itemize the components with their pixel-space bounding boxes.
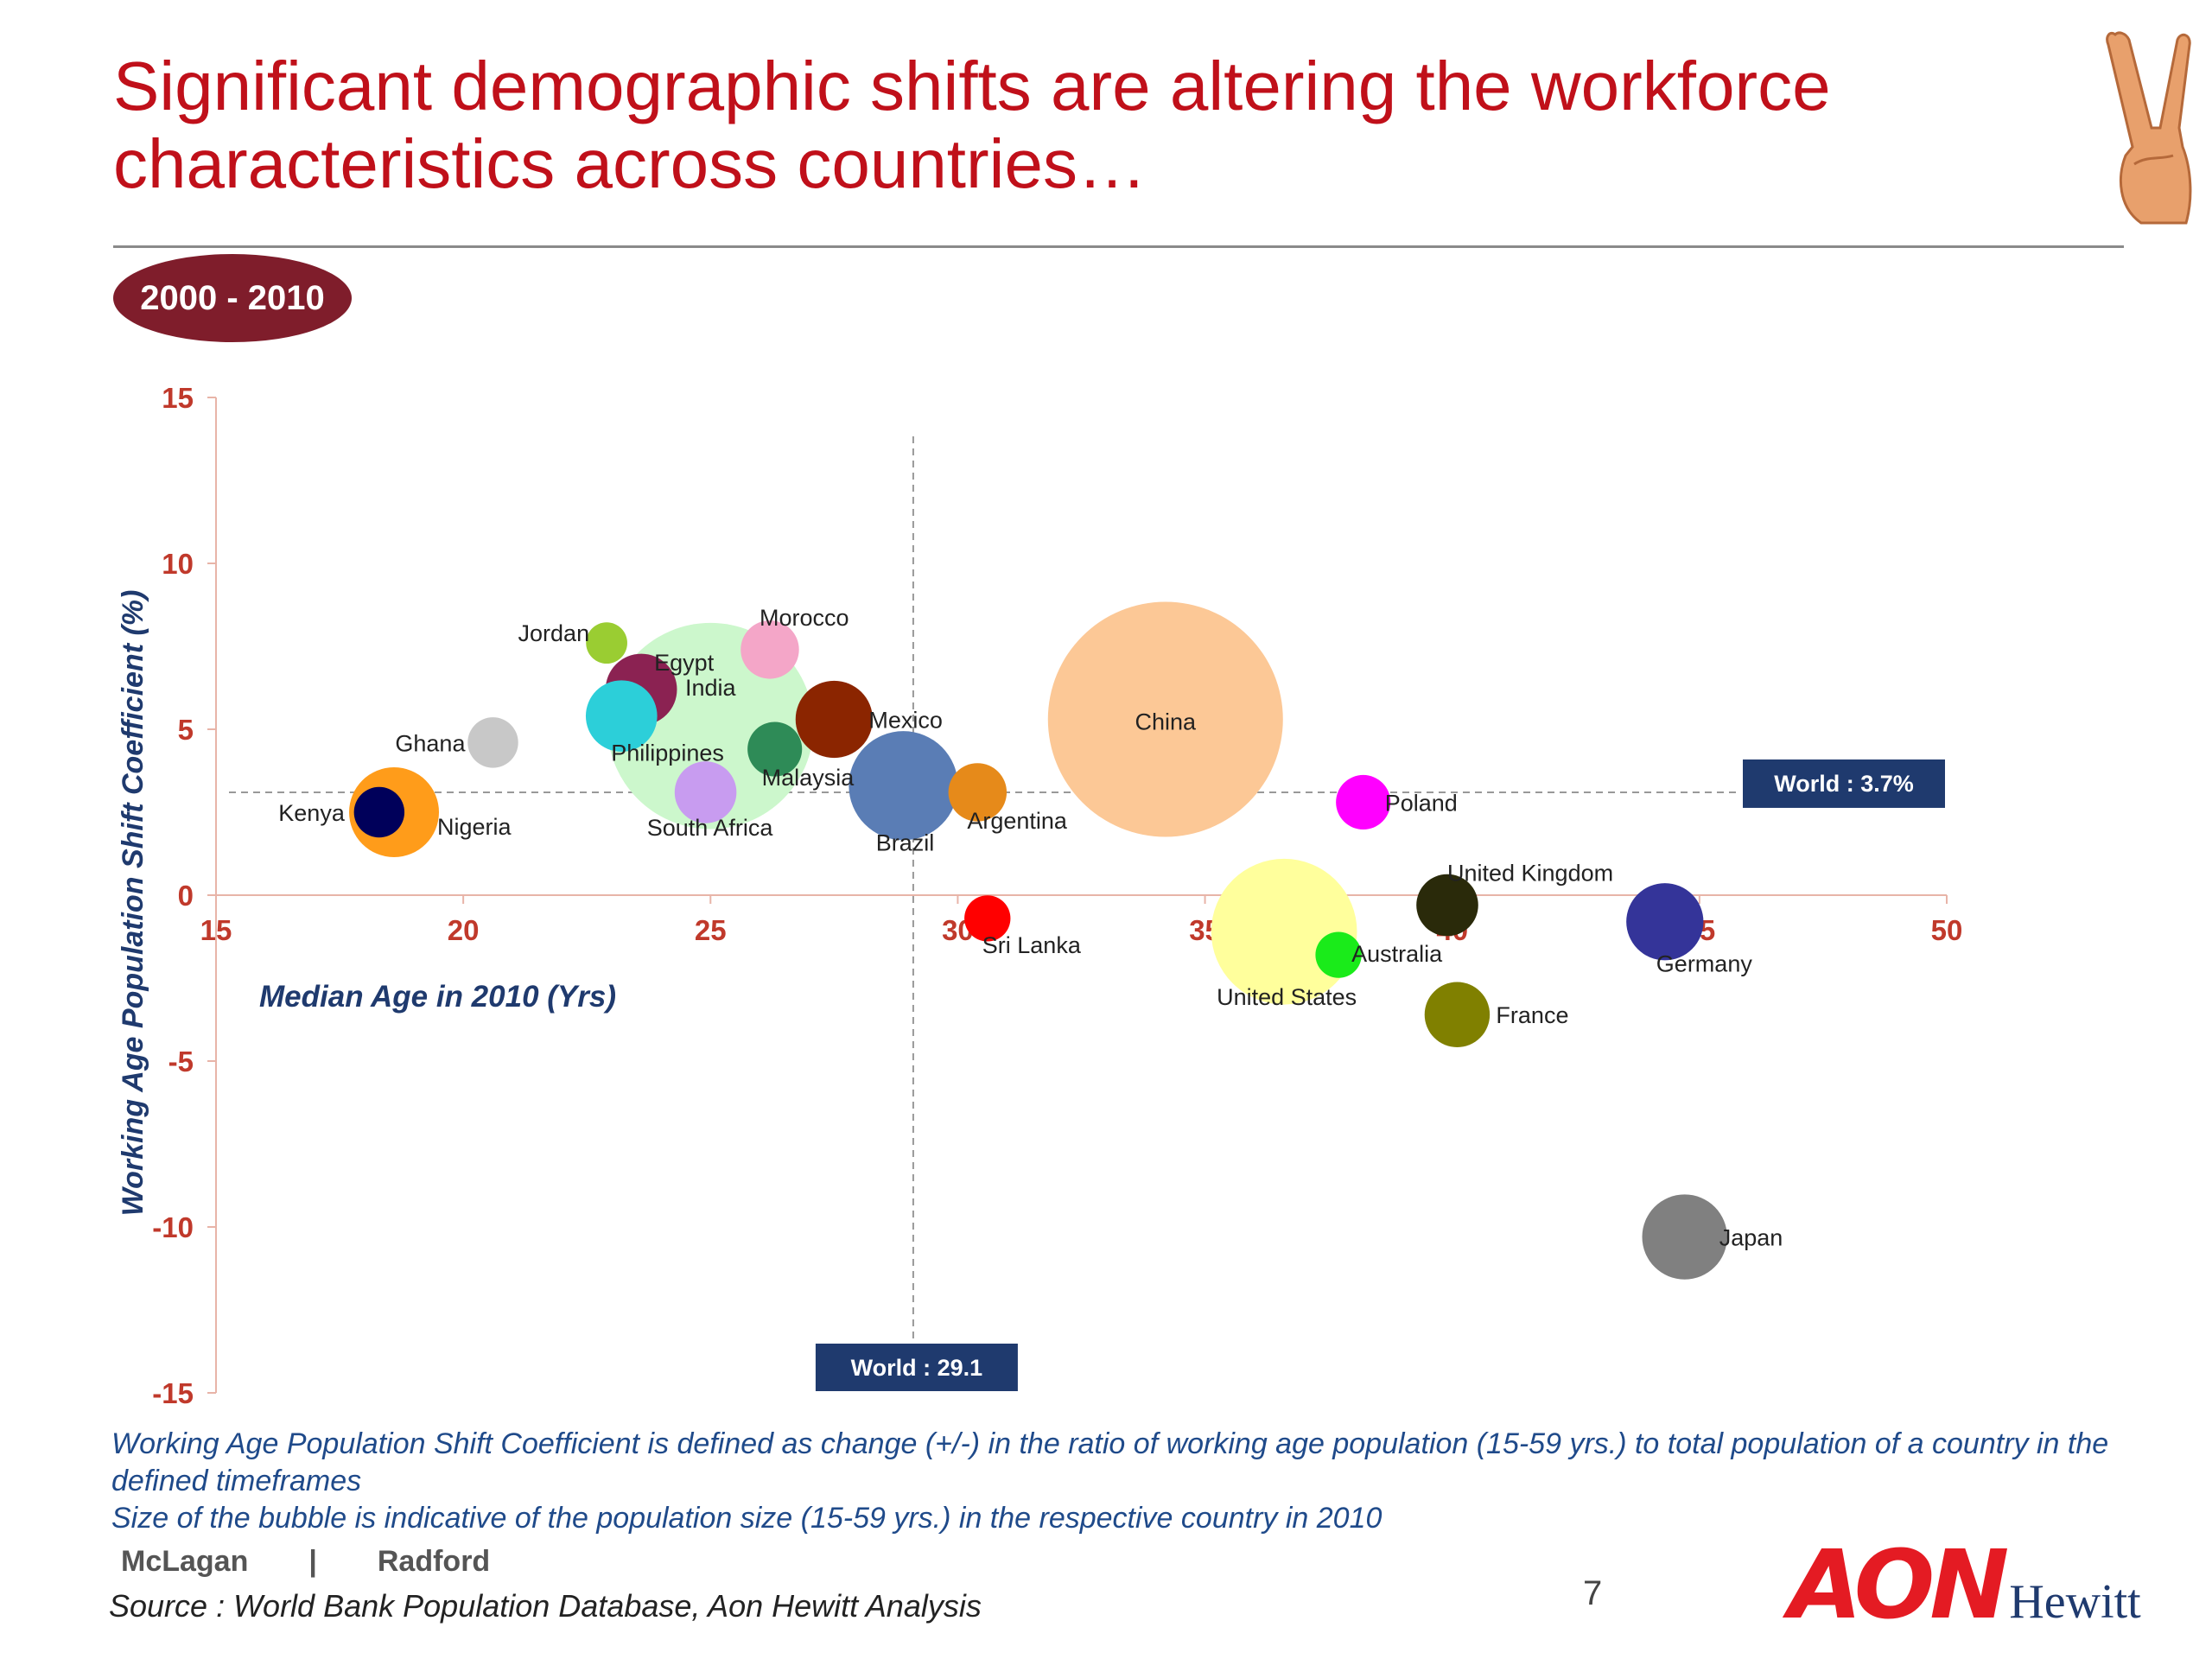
world-shift-box: [1743, 759, 1945, 808]
label-philippines: Philippines: [611, 741, 724, 766]
bubble-mexico: [795, 680, 873, 759]
label-sri-lanka: Sri Lanka: [982, 932, 1082, 958]
bubble-united-kingdom: [1416, 874, 1478, 937]
y-tick-label: 10: [162, 548, 194, 580]
bubble-japan: [1642, 1194, 1727, 1280]
y-tick-label: -5: [168, 1046, 194, 1077]
page-number: 7: [1583, 1574, 1603, 1612]
label-malaysia: Malaysia: [762, 765, 855, 791]
label-poland: Poland: [1385, 790, 1458, 816]
brand-mclagan: McLagan: [121, 1545, 249, 1578]
note-bubble-size: Size of the bubble is indicative of the …: [111, 1502, 1382, 1535]
title-divider: [113, 245, 2124, 248]
label-south-africa: South Africa: [647, 815, 774, 841]
bubble-united-states: [1211, 858, 1357, 1005]
world-age-label: World : 29.1: [851, 1355, 983, 1381]
reference-lines: World : 3.7% World : 29.1: [229, 436, 1945, 1391]
brand-names: McLagan | Radford: [121, 1545, 490, 1579]
bubble-germany: [1626, 883, 1704, 961]
label-france: France: [1496, 1002, 1568, 1028]
label-china: China: [1135, 709, 1198, 734]
x-tick-label: 15: [200, 914, 232, 946]
label-united-kingdom: United Kingdom: [1447, 861, 1613, 887]
world-age-box: [815, 1344, 1018, 1391]
brand-radford: Radford: [377, 1545, 491, 1578]
y-tick-label: 15: [162, 382, 194, 414]
bubble-ghana: [467, 717, 518, 768]
label-argentina: Argentina: [967, 808, 1068, 834]
bubble-philippines: [585, 680, 658, 752]
page-title-line-1: Significant demographic shifts are alter…: [113, 48, 1831, 124]
bubble-poland: [1336, 774, 1391, 830]
x-tick-label: 25: [695, 914, 727, 946]
world-shift-label: World : 3.7%: [1774, 771, 1914, 797]
bubble-brazil: [849, 731, 958, 841]
page-title-line-2: characteristics across countries…: [113, 125, 1147, 202]
source-note: Source : World Bank Population Database,…: [109, 1588, 982, 1624]
period-badge: 2000 - 2010: [113, 254, 352, 342]
label-germany: Germany: [1656, 951, 1753, 977]
aon-hewitt-logo: AON Hewitt: [1789, 1529, 2141, 1640]
bubble-morocco: [741, 620, 799, 679]
label-jordan: Jordan: [518, 620, 590, 646]
victory-hand-icon: [2106, 31, 2192, 225]
x-tick-label: 50: [1931, 914, 1963, 946]
y-tick-label: 5: [178, 714, 194, 746]
logo-aon-text: AON: [1789, 1529, 2009, 1640]
bubble-malaysia: [747, 721, 803, 777]
bubble-australia: [1315, 931, 1362, 978]
label-mexico: Mexico: [868, 707, 943, 733]
y-tick-label: -10: [152, 1211, 194, 1243]
bubble-jordan: [586, 622, 627, 664]
bubble-south-africa: [674, 761, 737, 823]
bubble-argentina: [948, 763, 1007, 822]
y-tick-label: -15: [152, 1377, 194, 1409]
label-nigeria: Nigeria: [437, 814, 512, 840]
x-tick-label: 20: [448, 914, 480, 946]
label-morocco: Morocco: [760, 605, 849, 631]
bubbles: [349, 601, 1727, 1280]
y-axis-title: Working Age Population Shift Coefficient…: [117, 590, 149, 1217]
label-australia: Australia: [1351, 941, 1443, 967]
label-india: India: [685, 675, 737, 701]
x-axis-title: Median Age in 2010 (Yrs): [259, 980, 616, 1014]
bubble-france: [1424, 982, 1491, 1047]
brand-separator: |: [308, 1545, 317, 1578]
page-title: Significant demographic shifts are alter…: [113, 48, 2014, 203]
note-definition: Working Age Population Shift Coefficient…: [111, 1427, 2109, 1497]
label-kenya: Kenya: [278, 800, 346, 826]
bubble-sri-lanka: [964, 895, 1011, 942]
bubble-kenya: [353, 786, 405, 838]
chart-notes: Working Age Population Shift Coefficient…: [111, 1426, 2133, 1537]
label-ghana: Ghana: [395, 730, 466, 756]
bubble-china: [1047, 601, 1283, 837]
label-egypt: Egypt: [654, 650, 715, 676]
logo-hewitt-text: Hewitt: [2009, 1575, 2141, 1629]
label-brazil: Brazil: [876, 830, 935, 855]
y-tick-label: 0: [178, 880, 194, 912]
label-japan: Japan: [1719, 1225, 1783, 1251]
label-united-states: United States: [1217, 984, 1357, 1010]
